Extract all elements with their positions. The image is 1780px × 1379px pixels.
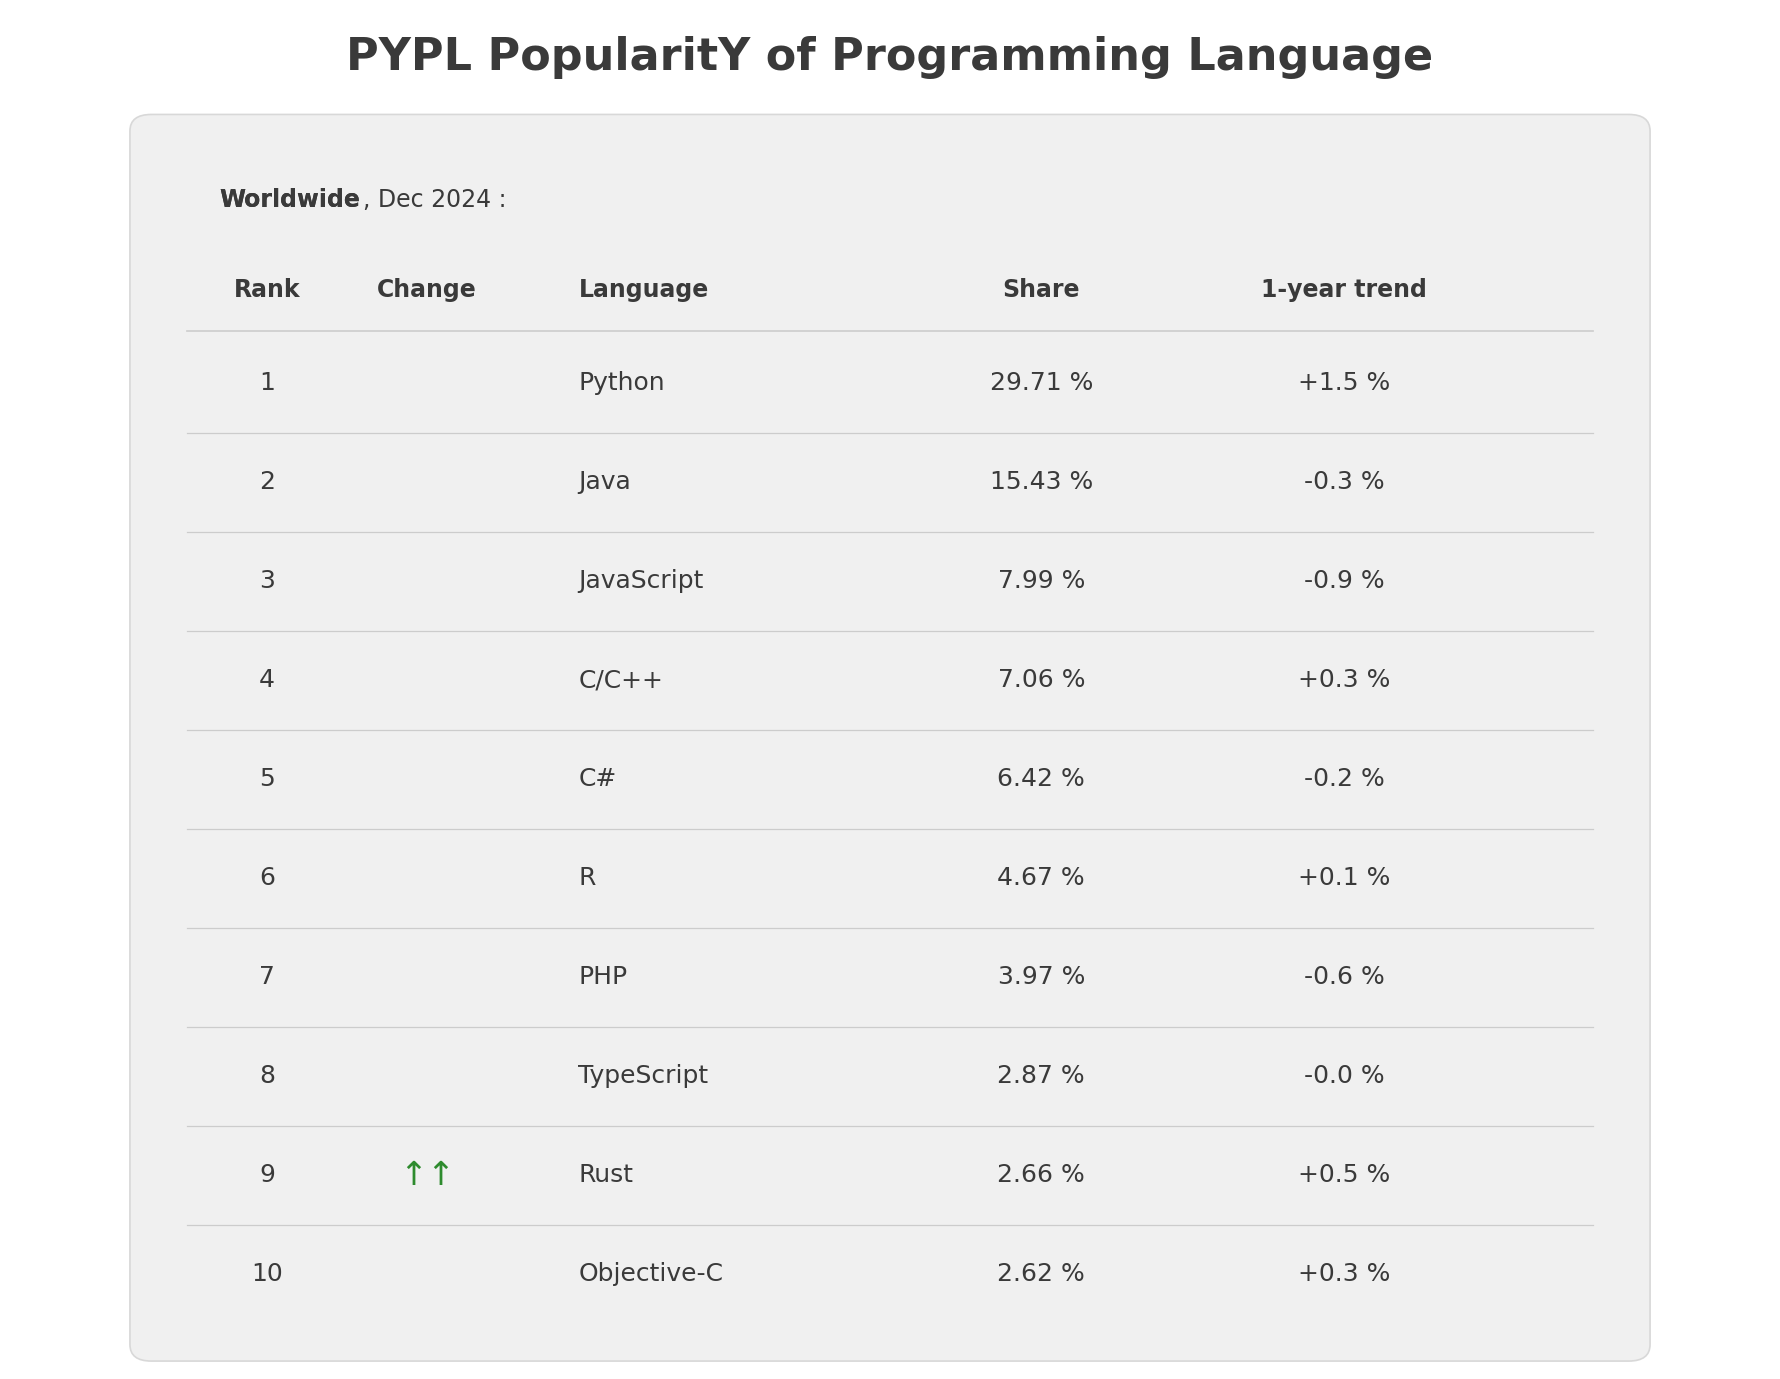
Text: 1: 1 — [260, 371, 274, 396]
Text: 4.67 %: 4.67 % — [997, 866, 1086, 891]
Text: Python: Python — [578, 371, 666, 396]
Text: Java: Java — [578, 470, 632, 494]
Text: JavaScript: JavaScript — [578, 570, 703, 593]
Text: , Dec 2024 :: , Dec 2024 : — [363, 188, 507, 212]
Text: +0.1 %: +0.1 % — [1298, 866, 1390, 891]
Text: Change: Change — [377, 277, 477, 302]
Text: 7: 7 — [260, 965, 274, 989]
Text: C/C++: C/C++ — [578, 669, 664, 692]
Text: -0.3 %: -0.3 % — [1303, 470, 1385, 494]
FancyBboxPatch shape — [130, 114, 1650, 1361]
Text: Share: Share — [1002, 277, 1080, 302]
Text: -0.9 %: -0.9 % — [1303, 570, 1385, 593]
Text: 6.42 %: 6.42 % — [997, 767, 1086, 792]
Text: 7.06 %: 7.06 % — [997, 669, 1086, 692]
Text: -0.2 %: -0.2 % — [1303, 767, 1385, 792]
Text: +0.5 %: +0.5 % — [1298, 1164, 1390, 1187]
Text: -0.0 %: -0.0 % — [1303, 1065, 1385, 1088]
Text: Rank: Rank — [233, 277, 301, 302]
Text: 15.43 %: 15.43 % — [990, 470, 1093, 494]
Text: +1.5 %: +1.5 % — [1298, 371, 1390, 396]
Text: R: R — [578, 866, 596, 891]
Text: 2.66 %: 2.66 % — [997, 1164, 1086, 1187]
Text: PHP: PHP — [578, 965, 628, 989]
Text: Language: Language — [578, 277, 708, 302]
Text: 9: 9 — [260, 1164, 274, 1187]
Text: 2.87 %: 2.87 % — [997, 1065, 1086, 1088]
Text: +0.3 %: +0.3 % — [1298, 1262, 1390, 1287]
Text: C#: C# — [578, 767, 616, 792]
Text: 5: 5 — [260, 767, 274, 792]
Text: Worldwide: Worldwide — [219, 188, 360, 212]
Text: Worldwide: Worldwide — [219, 188, 360, 212]
Text: -0.6 %: -0.6 % — [1303, 965, 1385, 989]
Text: 8: 8 — [260, 1065, 274, 1088]
Text: 2.62 %: 2.62 % — [997, 1262, 1086, 1287]
Text: 3: 3 — [260, 570, 274, 593]
Text: 29.71 %: 29.71 % — [990, 371, 1093, 396]
Text: 7.99 %: 7.99 % — [997, 570, 1086, 593]
Text: 4: 4 — [260, 669, 274, 692]
Text: 3.97 %: 3.97 % — [997, 965, 1086, 989]
Text: 2: 2 — [260, 470, 274, 494]
Text: ↑↑: ↑↑ — [399, 1158, 456, 1191]
Text: 1-year trend: 1-year trend — [1260, 277, 1428, 302]
Text: +0.3 %: +0.3 % — [1298, 669, 1390, 692]
Text: Objective-C: Objective-C — [578, 1262, 723, 1287]
Text: TypeScript: TypeScript — [578, 1065, 708, 1088]
Text: 6: 6 — [260, 866, 274, 891]
Text: Rust: Rust — [578, 1164, 634, 1187]
Text: 10: 10 — [251, 1262, 283, 1287]
Text: PYPL PopularitY of Programming Language: PYPL PopularitY of Programming Language — [347, 36, 1433, 80]
